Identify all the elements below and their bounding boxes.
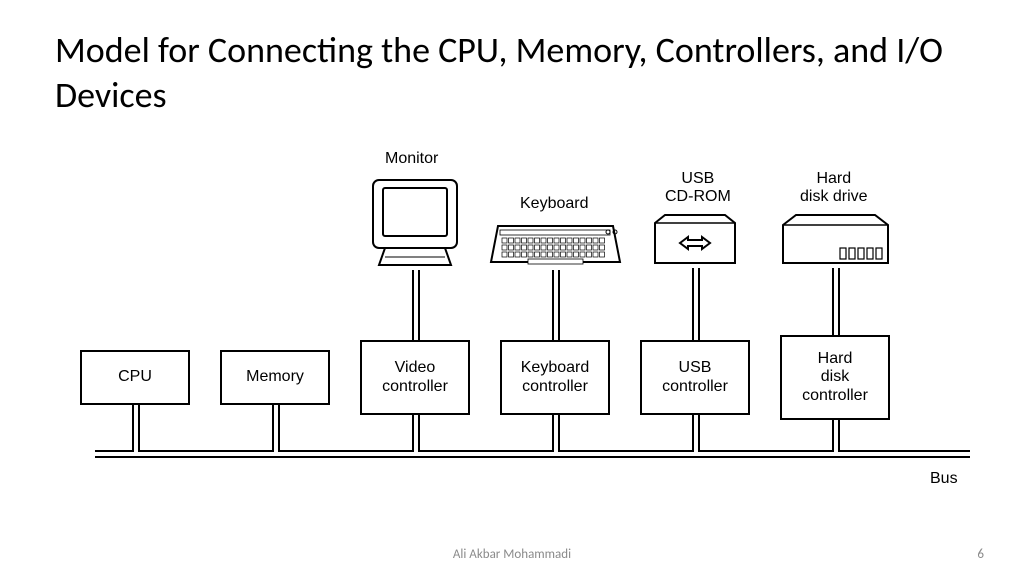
keyboard-icon xyxy=(488,218,623,275)
bus-connector-usb xyxy=(692,415,700,452)
monitor-icon xyxy=(365,175,465,275)
device-connector-keyboard xyxy=(552,270,560,340)
device-label-hdd: Hard disk drive xyxy=(800,170,868,206)
controller-cpu: CPU xyxy=(80,350,190,405)
bus-connector-memory xyxy=(272,405,280,452)
device-connector-monitor xyxy=(412,270,420,340)
footer-author: Ali Akbar Mohammadi xyxy=(0,547,1024,562)
bus-connector-cpu xyxy=(132,405,140,452)
bus-connector-video xyxy=(412,415,420,452)
controller-keyboard: Keyboard controller xyxy=(500,340,610,415)
device-label-keyboard: Keyboard xyxy=(520,195,589,213)
controller-video: Video controller xyxy=(360,340,470,415)
controller-usb: USB controller xyxy=(640,340,750,415)
hdd-icon xyxy=(778,213,893,273)
slide-title: Model for Connecting the CPU, Memory, Co… xyxy=(55,28,955,118)
bus-connector-keyboard xyxy=(552,415,560,452)
controller-hdd: Hard disk controller xyxy=(780,335,890,420)
bus-label: Bus xyxy=(930,470,958,488)
device-label-monitor: Monitor xyxy=(385,150,438,168)
device-label-usbcd: USB CD-ROM xyxy=(665,170,731,206)
bus-diagram: Bus CPU Memory Video controller Keyboard con… xyxy=(60,150,970,500)
controller-memory: Memory xyxy=(220,350,330,405)
device-connector-hdd xyxy=(832,268,840,335)
footer-page-number: 6 xyxy=(977,547,984,562)
device-connector-usbcd xyxy=(692,268,700,340)
usbcd-icon xyxy=(650,213,740,273)
bus-connector-hdd xyxy=(832,420,840,452)
